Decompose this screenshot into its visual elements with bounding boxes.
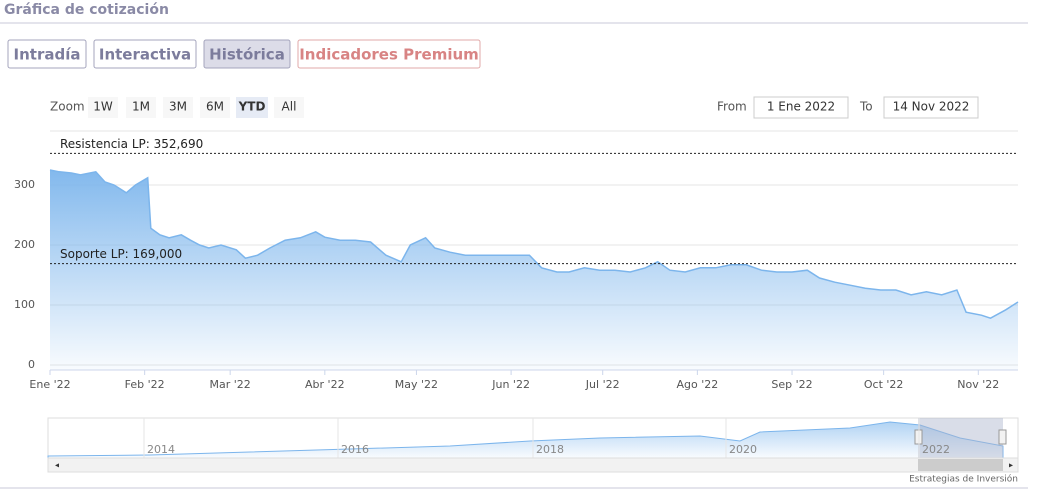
range-button-label[interactable]: YTD [238, 100, 266, 114]
scroll-right[interactable]: ▸ [1009, 461, 1013, 470]
navigator-label: 2020 [729, 443, 757, 456]
x-tick-label: Mar '22 [210, 378, 251, 391]
x-tick-label: Ene '22 [29, 378, 70, 391]
x-tick-label: Feb '22 [125, 378, 165, 391]
tab-label[interactable]: Indicadores Premium [299, 46, 479, 64]
range-button[interactable] [126, 97, 156, 118]
tab-label[interactable]: Interactiva [99, 46, 191, 64]
x-tick-label: Abr '22 [305, 378, 345, 391]
x-tick-label: May '22 [395, 378, 438, 391]
from-label: From [717, 100, 747, 114]
tab-label[interactable]: Intradía [14, 46, 81, 64]
range-button[interactable] [88, 97, 118, 118]
to-label: To [859, 100, 873, 114]
to-value[interactable]: 14 Nov 2022 [893, 100, 970, 114]
x-tick-label: Nov '22 [957, 378, 999, 391]
y-tick-label: 200 [14, 238, 35, 251]
range-button-label[interactable]: 6M [206, 100, 224, 114]
x-tick-label: Sep '22 [771, 378, 812, 391]
range-button-label[interactable]: 3M [169, 100, 187, 114]
x-tick-label: Jul '22 [585, 378, 620, 391]
navigator-label: 2014 [147, 443, 175, 456]
line [49, 169, 1019, 320]
area [50, 170, 1018, 370]
range-button-label[interactable]: 1W [93, 100, 113, 114]
range-button-label[interactable]: 1M [132, 100, 150, 114]
scrollbar-thumb[interactable] [918, 459, 1003, 471]
credits: Estrategias de Inversión [909, 474, 1018, 485]
x-tick-label: Ago '22 [676, 378, 718, 391]
tab[interactable] [7, 39, 87, 69]
tab[interactable] [93, 39, 197, 69]
from-value[interactable]: 1 Ene 2022 [767, 100, 835, 114]
scrollbar[interactable] [47, 457, 1019, 473]
range-button[interactable] [200, 97, 230, 118]
to-input[interactable] [883, 96, 979, 119]
navigator-selection[interactable] [918, 418, 1003, 458]
tab-label[interactable]: Histórica [209, 46, 285, 64]
section-title: Gráfica de cotización [4, 2, 169, 18]
tab[interactable] [297, 39, 481, 69]
x-tick-label: Oct '22 [864, 378, 904, 391]
navigator-series [47, 421, 1004, 459]
zoom-label: Zoom [50, 100, 85, 114]
from-input[interactable] [753, 96, 849, 119]
range-button-label[interactable]: All [282, 100, 297, 114]
range-button[interactable] [236, 97, 268, 118]
x-tick-label: Jun '22 [491, 378, 530, 391]
annotation-label: Resistencia LP: 352,690 [60, 137, 203, 151]
range-button[interactable] [163, 97, 193, 118]
annotation-label: Soporte LP: 169,000 [60, 247, 182, 261]
y-tick-label: 300 [14, 178, 35, 191]
y-tick-label: 100 [14, 298, 35, 311]
navigator-label: 2016 [341, 443, 369, 456]
y-tick-label: 0 [28, 358, 35, 371]
navigator-label: 2018 [536, 443, 564, 456]
navigator-label: 2022 [922, 443, 950, 456]
tab[interactable] [203, 39, 291, 69]
scroll-left[interactable]: ◂ [55, 461, 59, 470]
range-button[interactable] [274, 97, 304, 118]
navigator-handle[interactable] [998, 429, 1007, 445]
